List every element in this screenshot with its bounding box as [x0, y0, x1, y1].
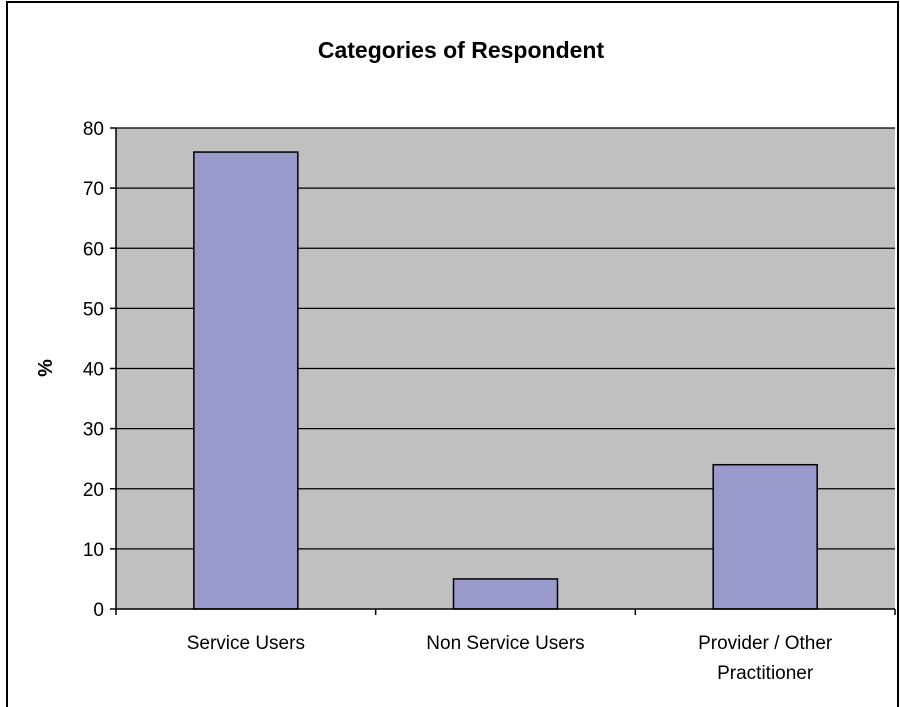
y-tick-label: 0 [93, 600, 104, 621]
y-tick-label: 60 [83, 239, 104, 260]
bar [712, 463, 818, 610]
bar [193, 151, 299, 610]
y-tick-label: 80 [83, 119, 104, 140]
axes [110, 127, 896, 615]
y-tick-label: 70 [83, 179, 104, 200]
chart-title: Categories of Respondent [318, 37, 605, 63]
x-category-labels: Service Users Non Service Users Provider /… [187, 633, 833, 684]
y-tick-label: 30 [83, 420, 104, 441]
y-axis-label: % [35, 359, 57, 377]
bars [193, 151, 818, 610]
bar [452, 578, 559, 610]
x-category-label: Service Users [187, 633, 305, 654]
x-category-label: Non Service Users [426, 633, 584, 654]
y-tick-label: 10 [83, 540, 104, 561]
y-tick-label: 20 [83, 480, 104, 501]
y-tick-label: 50 [83, 299, 104, 320]
y-tick-label: 40 [83, 360, 104, 381]
x-category-label: Provider / Other Practitioner [698, 633, 833, 684]
y-tick-labels: 0 10 20 30 40 50 60 70 80 [83, 119, 104, 621]
